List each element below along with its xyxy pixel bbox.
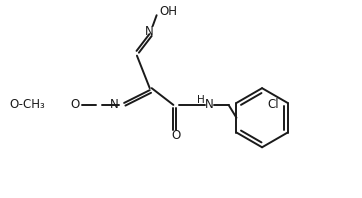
- Text: Cl: Cl: [267, 98, 279, 111]
- Text: O: O: [172, 129, 181, 142]
- Text: N: N: [109, 98, 118, 111]
- Text: OH: OH: [160, 5, 178, 18]
- Text: O: O: [70, 98, 80, 111]
- Text: H: H: [197, 95, 205, 105]
- Text: N: N: [146, 25, 154, 37]
- Text: N: N: [205, 98, 213, 111]
- Text: O-CH₃: O-CH₃: [9, 98, 45, 111]
